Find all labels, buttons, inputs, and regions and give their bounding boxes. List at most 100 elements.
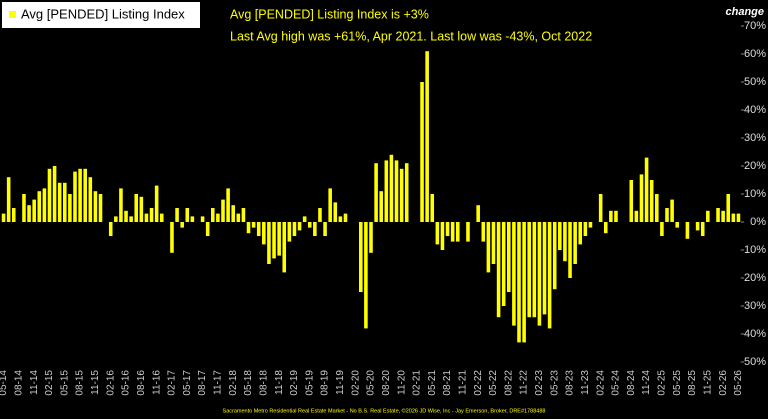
bar	[399, 168, 404, 222]
y-tick-label: 70%	[744, 20, 766, 32]
bar	[246, 222, 251, 234]
y-tick-label: 20%	[744, 160, 766, 172]
bar	[277, 222, 281, 256]
bar	[512, 222, 516, 326]
x-tick-label: 05-25	[672, 370, 683, 396]
bar	[706, 210, 710, 222]
bar	[119, 188, 123, 222]
x-tick-label: 08-16	[136, 370, 147, 396]
bar	[63, 182, 67, 222]
bar	[644, 157, 649, 222]
bar	[323, 222, 327, 236]
bar	[170, 222, 174, 253]
bar	[547, 222, 552, 329]
bar	[22, 194, 26, 222]
bar	[159, 213, 164, 222]
x-tick-label: 05-14	[0, 370, 9, 396]
x-tick-label: 02-22	[473, 370, 484, 396]
bar	[267, 222, 271, 264]
x-tick-label: 08-17	[197, 370, 208, 396]
bar	[216, 213, 220, 222]
annotation: Avg [PENDED] Listing Index is +3%	[230, 7, 429, 21]
bar	[251, 222, 256, 228]
bar	[236, 213, 241, 222]
bar	[450, 222, 455, 242]
y-tick-label: 50%	[744, 76, 766, 88]
y-tick-label: -10%	[740, 244, 766, 256]
legend-box	[2, 2, 200, 28]
bar	[578, 222, 583, 245]
x-tick-label: 08-24	[626, 370, 637, 396]
x-tick-label: 08-25	[687, 370, 698, 396]
x-tick-label: 08-21	[442, 370, 453, 396]
bar	[660, 222, 664, 236]
bar	[241, 208, 246, 222]
bar	[211, 208, 215, 222]
x-tick-label: 02-19	[289, 370, 300, 396]
bar	[231, 205, 235, 222]
bar	[491, 222, 496, 264]
y-tick-label: 30%	[744, 132, 766, 144]
bar	[37, 191, 42, 222]
x-tick-label: 08-18	[258, 370, 269, 396]
bar	[552, 222, 557, 290]
x-tick-label: 02-24	[595, 370, 606, 396]
bar	[736, 213, 741, 222]
bar	[27, 205, 31, 222]
legend-label: Avg [PENDED] Listing Index	[21, 6, 185, 21]
bar	[379, 191, 383, 222]
bar	[88, 177, 93, 222]
bar	[318, 208, 322, 222]
bar	[537, 222, 542, 326]
bar	[558, 222, 562, 250]
bar	[430, 194, 435, 222]
bar	[73, 171, 77, 222]
bar	[108, 222, 113, 236]
x-tick-label: 02-17	[167, 370, 178, 396]
bar	[307, 222, 312, 228]
bar	[144, 213, 149, 222]
bar	[420, 82, 424, 222]
bar	[200, 216, 205, 222]
bar	[675, 222, 679, 228]
y-tick-label: 60%	[744, 48, 766, 60]
bar	[568, 222, 572, 278]
bar	[563, 222, 567, 262]
x-tick-label: 05-18	[243, 370, 254, 396]
x-tick-label: 02-23	[534, 370, 545, 396]
bar	[343, 213, 348, 222]
bar	[721, 210, 725, 222]
bar	[287, 222, 292, 242]
bar	[522, 222, 526, 343]
x-tick-label: 11-18	[274, 370, 285, 395]
bar	[476, 205, 480, 222]
bar	[486, 222, 491, 273]
y-tick-label: -20%	[740, 272, 766, 284]
x-tick-label: 11-20	[396, 370, 407, 395]
bar	[262, 222, 266, 245]
x-tick-label: 02-16	[105, 370, 116, 396]
bar	[6, 177, 11, 222]
bar	[68, 194, 72, 222]
x-tick-label: 05-23	[549, 370, 560, 396]
bar	[205, 222, 210, 236]
bar	[359, 222, 363, 292]
x-tick-label: 02-20	[350, 370, 361, 396]
bar	[272, 222, 276, 259]
bar	[47, 168, 52, 222]
footer: Sacramento Metro Residential Real Estate…	[223, 407, 546, 414]
x-tick-label: 05-24	[611, 370, 622, 396]
bar	[466, 222, 470, 242]
bar	[695, 222, 700, 231]
bar	[297, 222, 302, 231]
bar	[517, 222, 521, 343]
bar	[98, 194, 103, 222]
bar	[481, 222, 486, 242]
bar	[364, 222, 368, 329]
bar	[256, 222, 261, 236]
x-tick-label: 05-21	[427, 370, 438, 396]
bar	[532, 222, 537, 318]
x-tick-label: 11-16	[151, 370, 162, 395]
bar	[685, 222, 690, 239]
bar	[226, 188, 230, 222]
